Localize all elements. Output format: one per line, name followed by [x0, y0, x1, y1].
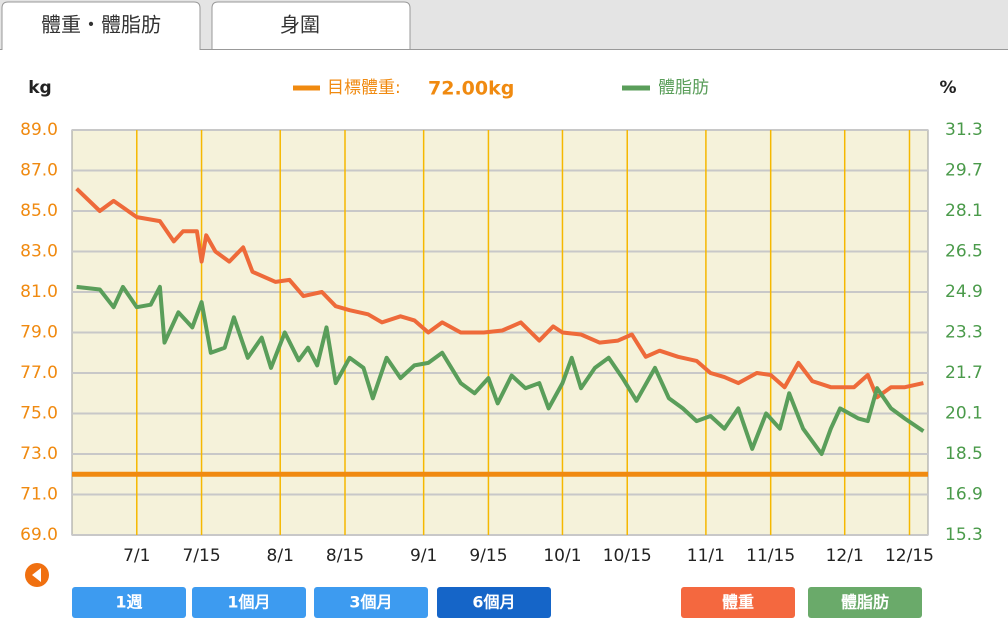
plot [72, 129, 928, 536]
y2-tick-label: 18.5 [945, 444, 983, 464]
back-arrow[interactable] [32, 568, 41, 582]
x-tick-label: 7/15 [182, 546, 220, 566]
tab[interactable] [211, 1, 411, 49]
button[interactable] [72, 587, 186, 618]
button[interactable] [808, 587, 922, 618]
button[interactable] [192, 587, 306, 618]
y-tick-label: 77.0 [20, 363, 58, 383]
tab-label[interactable]: 體重・體脂肪 [41, 13, 161, 37]
button-label[interactable]: 1個月 [227, 593, 270, 612]
y2-tick-label: 23.3 [945, 323, 983, 343]
button-label[interactable]: 體重 [722, 593, 754, 612]
y-tick-label: 89.0 [20, 120, 58, 140]
button-label[interactable]: 體脂肪 [841, 593, 889, 612]
y2-tick-label: 20.1 [945, 404, 983, 424]
x-tick-label: 9/1 [410, 546, 437, 566]
y2-tick-label: 29.7 [945, 161, 983, 181]
y2-tick-label: 24.9 [945, 282, 983, 302]
button[interactable] [681, 587, 795, 618]
legend-label: 體脂肪 [658, 78, 709, 98]
button[interactable] [314, 587, 428, 618]
y-tick-label: 87.0 [20, 161, 58, 181]
button-label[interactable]: 6個月 [472, 593, 515, 612]
x-tick-label: 12/1 [826, 546, 864, 566]
y-tick-label: 69.0 [20, 525, 58, 545]
x-tick-label: 11/1 [687, 546, 725, 566]
x-tick-label: 8/1 [267, 546, 294, 566]
x-tick-label: 11/15 [746, 546, 795, 566]
legend-label: 目標體重: [327, 78, 401, 98]
buttons: 1週 1個月 3個月 6個月 體重 體脂肪 [72, 587, 922, 618]
x-tick-label: 10/15 [603, 546, 652, 566]
y-tick-label: 75.0 [20, 404, 58, 424]
data-line [76, 284, 925, 456]
y-tick-label: 83.0 [20, 242, 58, 262]
y-tick-label: 71.0 [20, 485, 58, 505]
button-label[interactable]: 3個月 [349, 593, 392, 612]
x-tick-label: 7/1 [123, 546, 150, 566]
y2-tick-label: 15.3 [945, 525, 983, 545]
x-tick-label: 10/1 [543, 546, 581, 566]
x-tick-label: 9/15 [469, 546, 507, 566]
button[interactable] [437, 587, 551, 618]
tab-label[interactable]: 身圍 [280, 13, 320, 37]
x-tick-label: 8/15 [326, 546, 364, 566]
y2-tick-label: 26.5 [945, 242, 983, 262]
y-tick-label: 81.0 [20, 282, 58, 302]
data-line [75, 187, 924, 400]
y2-tick-label: 31.3 [945, 120, 983, 140]
tab-active[interactable] [1, 1, 201, 50]
legend-value: 72.00kg [428, 78, 514, 100]
y-tick-label: 73.0 [20, 444, 58, 464]
y2-tick-label: 21.7 [945, 363, 983, 383]
x-tick-label: 12/15 [885, 546, 934, 566]
y2-axis-unit: % [939, 78, 956, 98]
button-label[interactable]: 1週 [115, 593, 142, 612]
y2-tick-label: 16.9 [945, 485, 983, 505]
y-axis-unit: kg [28, 78, 51, 98]
y-tick-label: 79.0 [20, 323, 58, 343]
y-tick-label: 85.0 [20, 201, 58, 221]
y2-tick-label: 28.1 [945, 201, 983, 221]
